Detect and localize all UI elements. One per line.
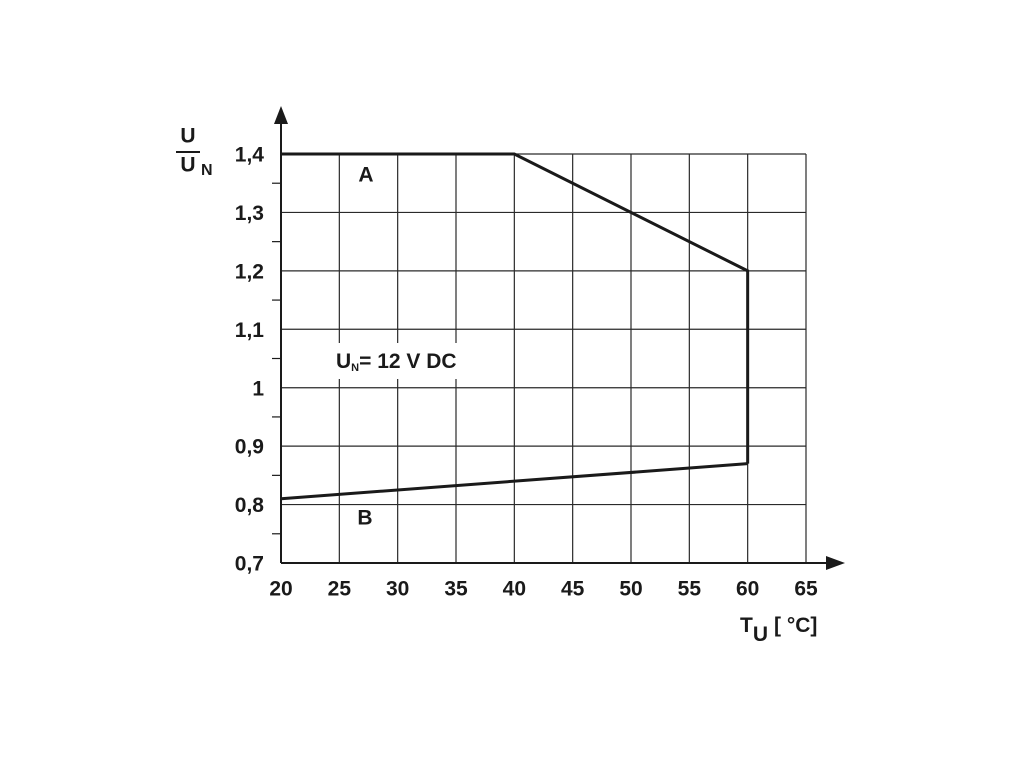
x-label-main: T	[740, 614, 753, 637]
x-tick-label: 65	[794, 578, 818, 601]
x-tick-label: 20	[269, 578, 292, 601]
data-line	[280, 462, 748, 501]
data-line	[281, 152, 750, 464]
y-label-den-sub: N	[201, 162, 213, 179]
annotation-sub: N	[351, 362, 359, 374]
series-label: B	[357, 507, 372, 530]
y-tick-label: 0,7	[235, 553, 264, 576]
x-tick-label: 25	[328, 578, 352, 601]
y-tick-label: 1,4	[235, 144, 265, 167]
y-tick-label: 1,3	[235, 202, 264, 225]
y-arrow	[274, 106, 288, 124]
y-tick-label: 1,1	[235, 319, 265, 342]
x-label: TU [ °C]	[740, 614, 817, 646]
y-tick-label: 0,9	[235, 436, 264, 459]
x-tick-label: 60	[736, 578, 759, 601]
annotation-main: U	[336, 350, 351, 373]
x-label-sub: U	[753, 623, 768, 646]
x-tick-label: 55	[678, 578, 702, 601]
x-tick-label: 30	[386, 578, 409, 601]
y-label-den: U	[180, 154, 195, 177]
x-tick-label: 45	[561, 578, 585, 601]
y-tick-label: 1,2	[235, 260, 264, 283]
annotation-box	[330, 343, 480, 379]
series-label: A	[358, 164, 373, 187]
annotation: UN= 12 V DC	[336, 350, 457, 374]
y-tick-label: 1	[252, 377, 264, 400]
x-tick-label: 50	[619, 578, 642, 601]
y-tick-label: 0,8	[235, 494, 265, 517]
annotation-rest: = 12 V DC	[359, 350, 456, 373]
x-tick-label: 40	[503, 578, 526, 601]
x-tick-label: 35	[444, 578, 468, 601]
x-arrow	[826, 556, 845, 570]
x-label-unit: [ °C]	[774, 614, 817, 637]
y-label-num: U	[180, 125, 195, 148]
